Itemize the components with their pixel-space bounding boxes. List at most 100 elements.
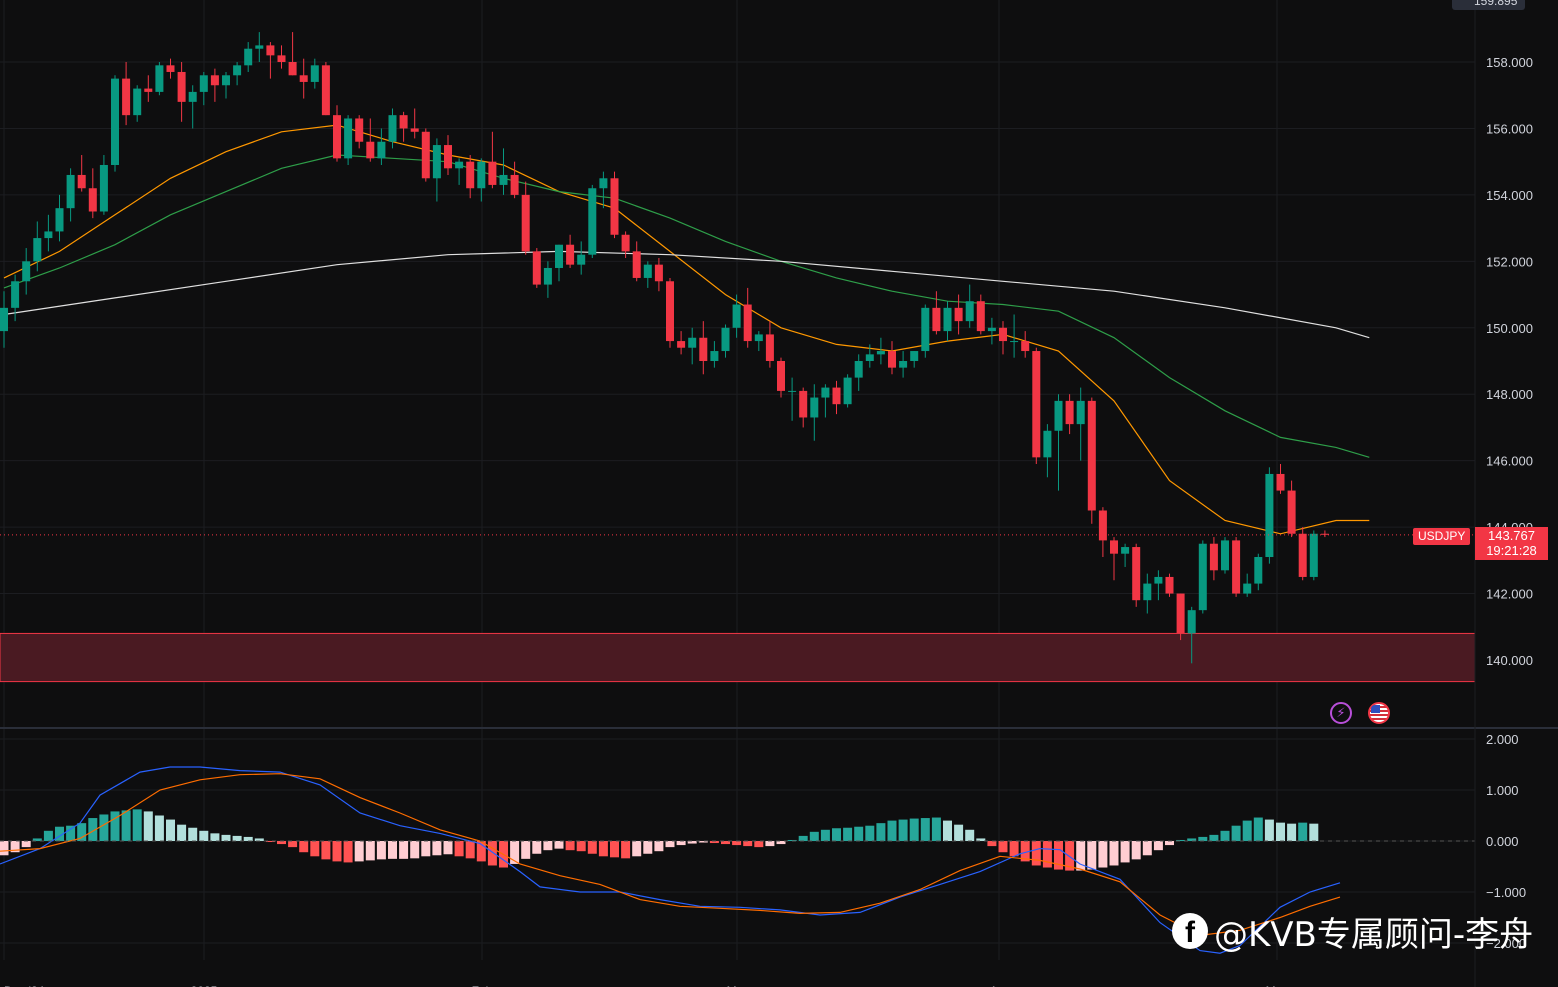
candle-body (1043, 430, 1052, 458)
histogram-bar (943, 820, 952, 841)
histogram-bar (1309, 823, 1319, 841)
grid-lines (0, 0, 1475, 960)
candle-body (432, 145, 441, 179)
candle (976, 294, 985, 335)
histogram-bar (465, 841, 475, 859)
candle (810, 384, 819, 441)
lightning-icon[interactable]: ⚡ (1330, 702, 1352, 724)
macd-axis-ticks: 2.000 1.000 0.000 −1.000 −2.000 (1486, 732, 1526, 951)
candle-body (477, 161, 486, 189)
histogram-bar (99, 814, 109, 841)
candle-body (388, 115, 397, 142)
candle-body (299, 75, 308, 82)
candle (122, 62, 131, 126)
candle-body (77, 174, 86, 189)
histogram-bar (55, 826, 64, 841)
price-tick-label: 152.000 (1486, 254, 1533, 269)
candle (699, 321, 708, 375)
candle-body (344, 118, 353, 159)
candle (266, 42, 275, 79)
candle (965, 284, 974, 328)
histogram-bar (598, 841, 608, 857)
candle (11, 274, 20, 322)
candle (566, 234, 575, 268)
candle-body (488, 161, 497, 185)
histogram-bar (809, 831, 819, 841)
candle-body (99, 164, 108, 212)
histogram-bar (1120, 841, 1130, 863)
candle (1054, 394, 1063, 491)
candle (277, 45, 286, 69)
candle (832, 380, 841, 415)
candle (444, 135, 452, 175)
histogram-bar (310, 841, 320, 857)
histogram-bar (1176, 839, 1186, 841)
histogram-bar (976, 838, 986, 841)
candle (743, 287, 752, 348)
candle (0, 291, 8, 348)
histogram-bar (254, 838, 264, 841)
candle (654, 258, 663, 292)
candle-body (943, 307, 952, 332)
candle (377, 128, 386, 165)
candle (1176, 593, 1185, 641)
candle (1065, 394, 1074, 435)
candle (899, 351, 908, 378)
histogram-bar (476, 841, 486, 862)
histogram-bar (110, 811, 120, 841)
candle-body (965, 301, 974, 322)
candle-body (777, 361, 785, 391)
histogram-bar (454, 841, 464, 857)
candle-body (310, 65, 319, 82)
moving-average-lines (3, 124, 1370, 535)
macd-lines (0, 766, 1341, 954)
candle-body (410, 128, 419, 132)
histogram-bar (1276, 822, 1285, 841)
candle (932, 291, 941, 335)
candle (876, 337, 885, 365)
candle-body (1176, 593, 1185, 634)
histogram-bar (421, 841, 431, 857)
histogram-bar (410, 841, 420, 859)
candle-body (899, 361, 908, 368)
candle-body (288, 62, 297, 76)
histogram-bar (265, 841, 275, 843)
candle (821, 384, 830, 418)
histogram-bar (1076, 841, 1086, 871)
candle (133, 85, 142, 122)
candle-body (1243, 583, 1252, 594)
time-tick-label: 2025 (191, 984, 218, 987)
candle-body (754, 334, 763, 342)
candle (499, 148, 508, 195)
candle-body (444, 145, 452, 169)
candle (1121, 543, 1130, 567)
us-flag-icon[interactable] (1368, 702, 1390, 724)
candle (710, 341, 719, 368)
price-tick-label: 158.000 (1486, 55, 1533, 70)
candle-body (987, 327, 996, 332)
candlesticks (0, 32, 1329, 664)
candle (1243, 573, 1252, 597)
histogram-bar (1109, 841, 1119, 866)
candle-body (510, 174, 519, 195)
candle-body (654, 264, 663, 282)
candle (310, 58, 319, 89)
candle-body (1165, 576, 1174, 594)
histogram-bar (1264, 819, 1274, 841)
candle-body (122, 78, 131, 116)
candle-body (366, 141, 375, 159)
histogram-bar (1087, 841, 1097, 870)
candle-body (1132, 547, 1141, 601)
price-tick-label: 146.000 (1486, 454, 1533, 469)
histogram-bar (865, 825, 875, 841)
histogram-bar (199, 830, 209, 841)
candle-body (33, 238, 42, 262)
candle-body (843, 377, 852, 405)
candle-body (1065, 400, 1074, 425)
price-tick-label: 142.000 (1486, 587, 1533, 602)
time-tick-label: Feb (472, 984, 493, 987)
last-price-tag: 143.767 19:21:28 (1475, 527, 1548, 560)
candle (344, 115, 353, 165)
top-price-tag[interactable]: 159.895 (1452, 0, 1526, 10)
